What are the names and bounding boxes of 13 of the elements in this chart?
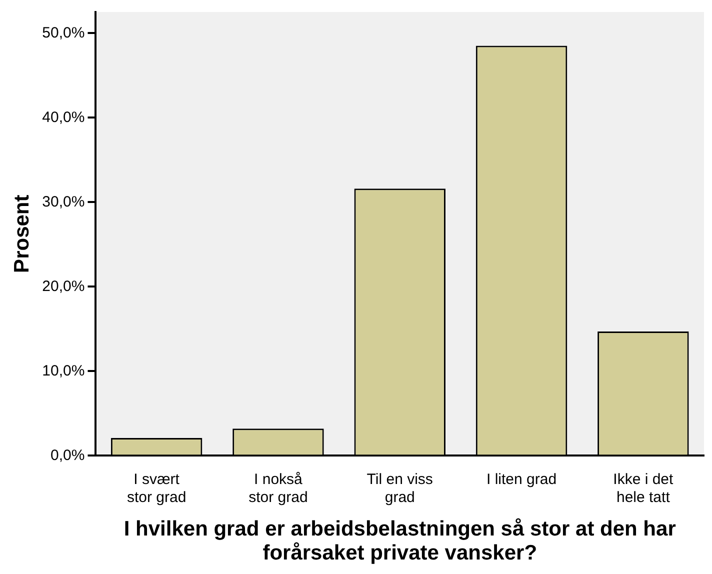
y-tick-label: 10,0% [42, 362, 85, 380]
y-tick-label: 20,0% [42, 278, 85, 295]
y-tick-label: 0,0% [50, 446, 85, 464]
x-tick-label: I nokså stor grad [248, 470, 308, 506]
x-tick-label: I liten grad [486, 470, 557, 488]
x-tick-label: I svært stor grad [126, 470, 186, 506]
x-axis-title: I hvilken grad er arbeidsbelastningen så stor at den har forårsaket private vansker? [124, 518, 676, 565]
y-tick-label: 40,0% [42, 108, 85, 126]
y-tick-label: 50,0% [42, 24, 85, 42]
y-tick-label: 30,0% [42, 193, 85, 210]
x-tick-label: Ikke i det hele tatt [613, 470, 674, 506]
y-axis-title: Prosent [10, 194, 34, 273]
x-tick-label: Til en viss grad [366, 470, 433, 506]
